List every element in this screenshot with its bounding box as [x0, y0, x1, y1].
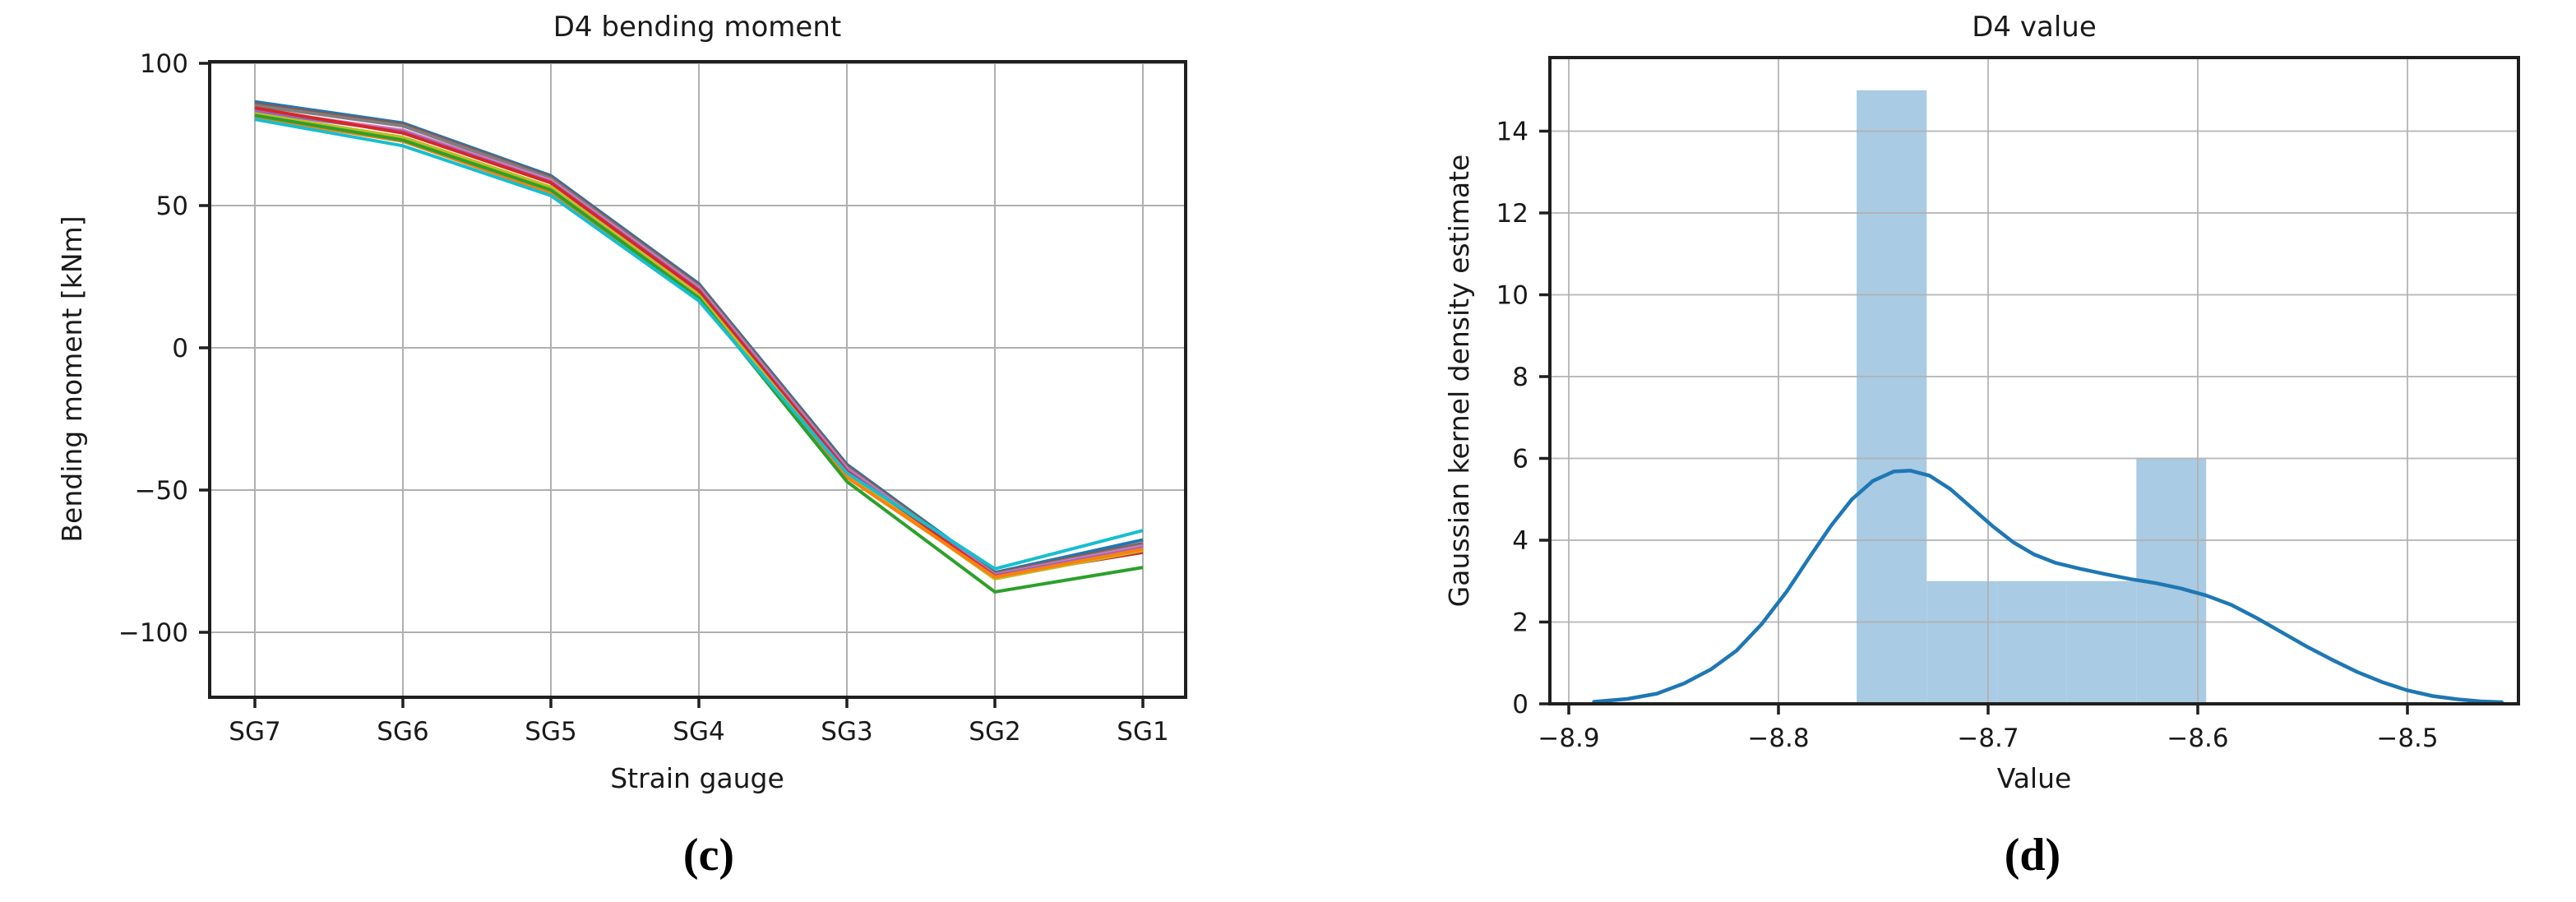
histogram-bar — [1857, 90, 1927, 704]
histogram-bar — [1996, 581, 2067, 704]
kde-chart: −8.9 −8.8 −8.7 −8.6 −8.5 0 2 4 6 8 10 12 14 D4 value… — [1443, 11, 2520, 794]
x-tick-label: SG7 — [229, 717, 280, 747]
kde-histogram-bars — [1857, 90, 2207, 704]
bending-plot-area — [210, 62, 1186, 697]
bending-yaxis-label: Bending moment [kNm] — [56, 215, 88, 542]
kde-yaxis-label: Gaussian kernel density estimate — [1443, 155, 1475, 608]
plot-spines — [1548, 56, 2520, 705]
y-tick-label: 2 — [1512, 608, 1528, 638]
y-tick-label: 4 — [1512, 526, 1528, 556]
y-tick-label: 0 — [172, 334, 188, 363]
series-run-cyan — [254, 118, 1144, 571]
x-tick-label: SG2 — [969, 717, 1020, 747]
y-tick-label: 14 — [1496, 118, 1528, 147]
x-tick-label: −8.5 — [2376, 724, 2438, 753]
y-tick-label: −50 — [135, 476, 188, 506]
caption-d: (d) — [2005, 830, 2060, 881]
x-tick-label: −8.6 — [2167, 724, 2228, 753]
histogram-bar — [1926, 581, 1997, 704]
bending-xaxis-label: Strain gauge — [610, 762, 784, 794]
bending-axes — [199, 60, 1187, 708]
x-tick-label: SG1 — [1117, 717, 1168, 747]
y-tick-label: 6 — [1512, 445, 1528, 474]
x-tick-label: SG3 — [821, 717, 872, 747]
kde-chart-title: D4 value — [1972, 11, 2097, 44]
x-tick-label: −8.9 — [1538, 724, 1599, 753]
y-tick-label: 100 — [140, 49, 188, 79]
caption-c: (c) — [683, 830, 734, 881]
y-tick-label: 8 — [1512, 363, 1528, 392]
kde-line — [1592, 469, 2504, 705]
y-tick-label: 10 — [1496, 281, 1528, 311]
y-tick-label: −100 — [118, 618, 188, 648]
series-run-green — [254, 113, 1144, 594]
bending-gridlines — [210, 62, 1186, 697]
x-tick-label: −8.8 — [1747, 724, 1809, 753]
plot-background — [210, 62, 1186, 697]
x-tick-label: SG6 — [377, 717, 428, 747]
kde-xaxis-label: Value — [1997, 762, 2072, 794]
bending-moment-chart: SG7 SG6 SG5 SG4 SG3 SG2 SG1 100 50 0 −50 −100 D4 be… — [56, 11, 1187, 794]
series-run-olive — [254, 112, 1144, 581]
bending-tick-labels: SG7 SG6 SG5 SG4 SG3 SG2 SG1 100 50 0 −50 −100 — [118, 49, 1169, 747]
bending-chart-title: D4 bending moment — [553, 11, 841, 44]
kde-axes — [1539, 56, 2520, 715]
y-tick-label: 50 — [156, 192, 188, 221]
x-tick-label: SG4 — [673, 717, 724, 747]
y-tick-label: 12 — [1496, 199, 1528, 229]
x-tick-label: −8.7 — [1957, 724, 2019, 753]
y-tick-label: 0 — [1512, 690, 1528, 719]
kde-tick-labels: −8.9 −8.8 −8.7 −8.6 −8.5 0 2 4 6 8 10 12 14 — [1496, 118, 2439, 754]
kde-density-curve — [1592, 469, 2504, 705]
histogram-bar — [2066, 581, 2137, 704]
x-tick-label: SG5 — [525, 717, 576, 747]
bending-series — [254, 99, 1144, 594]
